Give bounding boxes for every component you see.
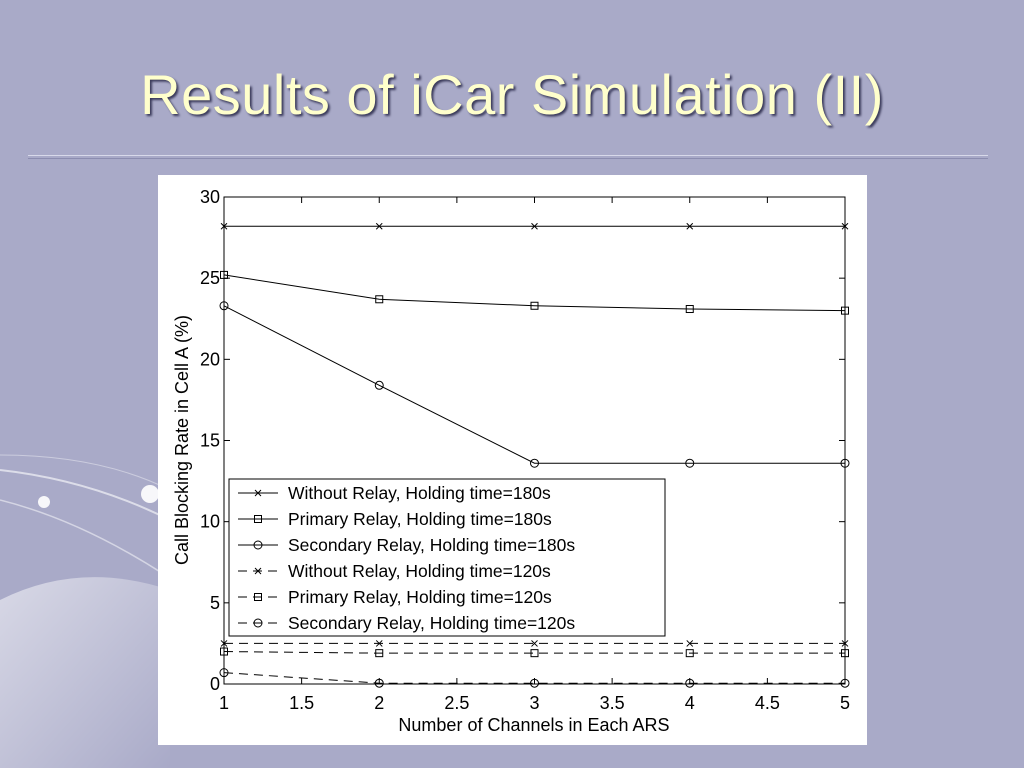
data-point-series-6	[374, 678, 384, 688]
slide-title: Results of iCar Simulation (II)	[140, 63, 884, 126]
series-line-5	[223, 651, 845, 654]
legend-marker	[253, 540, 263, 550]
y-axis-label: Call Blocking Rate in Cell A (%)	[172, 315, 192, 565]
x-tick-label: 4.5	[755, 693, 780, 713]
x-tick-label: 3	[529, 693, 539, 713]
data-point-series-6	[685, 678, 695, 688]
data-point-series-2	[220, 270, 228, 279]
data-point-series-2	[685, 305, 694, 314]
data-point-series-5	[685, 649, 694, 658]
x-axis-label: Number of Channels in Each ARS	[398, 715, 669, 735]
data-point-series-2	[841, 306, 849, 315]
data-point-series-1	[375, 222, 383, 230]
legend-marker	[254, 515, 262, 523]
x-tick-label: 1	[219, 693, 229, 713]
legend-entry: Primary Relay, Holding time=120s	[288, 587, 552, 607]
y-tick-label: 25	[200, 268, 220, 288]
data-point-series-1	[220, 222, 228, 230]
data-point-series-5	[375, 649, 384, 658]
x-tick-label: 1.5	[289, 693, 314, 713]
data-point-series-4	[375, 640, 383, 647]
data-point-series-5	[220, 647, 228, 656]
data-point-series-2	[375, 295, 384, 304]
series-line-2	[223, 274, 846, 312]
title-divider	[28, 155, 988, 159]
data-point-series-1	[841, 222, 849, 230]
x-tick-label: 2	[374, 693, 384, 713]
x-tick-label: 3.5	[600, 693, 625, 713]
data-point-series-3	[840, 458, 850, 468]
legend-entry: Secondary Relay, Holding time=180s	[288, 535, 575, 555]
legend-marker	[254, 489, 262, 497]
data-point-series-6	[219, 668, 229, 678]
data-point-series-3	[374, 380, 384, 390]
data-point-series-3	[685, 458, 695, 468]
legend-entry: Without Relay, Holding time=180s	[288, 483, 551, 503]
x-tick-label: 4	[685, 693, 695, 713]
series-line-6	[223, 672, 845, 684]
chart-panel: 1 1.5 2 2.5 3 3.5 4 4.5 5 0 5 10 15 20 25 30 Number of …	[158, 175, 867, 745]
y-tick-label: 15	[200, 431, 220, 451]
data-point-series-3	[530, 458, 539, 468]
y-tick-label: 0	[210, 674, 220, 694]
legend-entry: Primary Relay, Holding time=180s	[288, 509, 552, 529]
data-point-series-4	[220, 640, 228, 647]
chart-legend: Without Relay, Holding time=180s Primary …	[228, 478, 666, 637]
y-tick-label: 20	[200, 349, 220, 369]
series-line-3	[223, 305, 845, 464]
data-point-series-6	[840, 678, 850, 688]
data-point-series-6	[530, 678, 539, 688]
data-point-series-2	[530, 301, 539, 310]
data-point-series-5	[530, 649, 539, 658]
legend-marker	[254, 567, 262, 575]
line-chart: 1 1.5 2 2.5 3 3.5 4 4.5 5 0 5 10 15 20 25 30 Number of …	[172, 187, 850, 735]
data-point-series-4	[841, 640, 849, 647]
legend-entry: Without Relay, Holding time=120s	[288, 561, 551, 581]
data-point-series-5	[841, 649, 849, 658]
data-point-series-4	[686, 640, 694, 647]
x-tick-label: 2.5	[444, 693, 469, 713]
x-tick-label: 5	[840, 693, 850, 713]
y-tick-label: 10	[200, 512, 220, 532]
data-point-series-1	[531, 222, 538, 230]
data-point-series-4	[531, 640, 538, 647]
y-tick-label: 30	[200, 187, 220, 207]
data-point-series-1	[686, 222, 694, 230]
legend-marker	[253, 618, 263, 628]
legend-box	[228, 478, 666, 637]
legend-entry: Secondary Relay, Holding time=120s	[288, 613, 575, 633]
y-tick-label: 5	[210, 593, 220, 613]
legend-marker	[254, 593, 262, 601]
data-point-series-3	[219, 301, 229, 311]
